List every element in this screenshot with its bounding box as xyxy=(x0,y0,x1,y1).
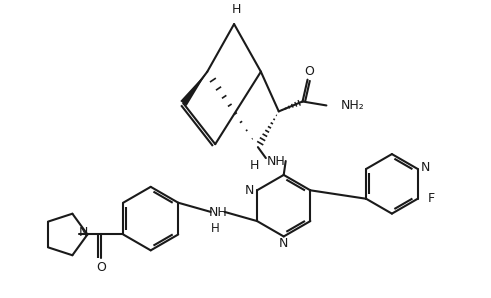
Text: NH: NH xyxy=(267,155,285,167)
Text: H: H xyxy=(231,3,241,16)
Text: NH: NH xyxy=(208,207,227,219)
Text: O: O xyxy=(96,261,107,274)
Text: H: H xyxy=(211,222,220,235)
Text: O: O xyxy=(304,65,314,78)
Text: N: N xyxy=(245,184,254,197)
Text: N: N xyxy=(279,238,288,250)
Text: H: H xyxy=(250,159,260,172)
Text: N: N xyxy=(421,162,430,174)
Text: F: F xyxy=(428,192,435,205)
Text: N: N xyxy=(79,226,88,239)
Text: NH₂: NH₂ xyxy=(340,99,364,112)
Polygon shape xyxy=(180,72,207,106)
